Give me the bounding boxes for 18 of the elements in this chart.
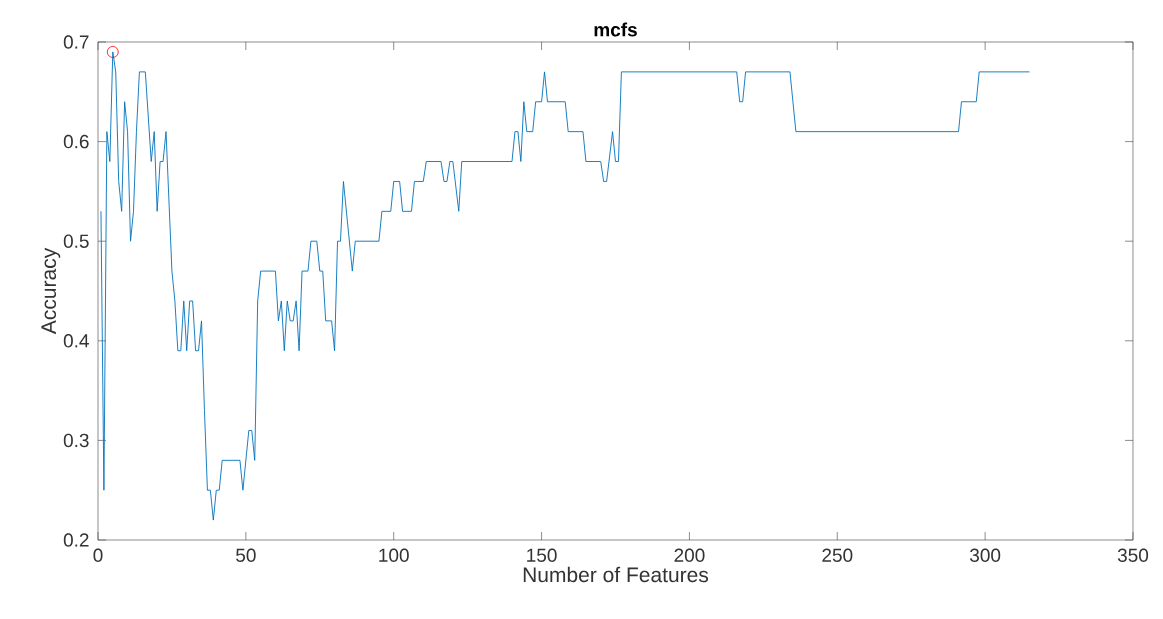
y-tick-label: 0.6 (63, 134, 89, 149)
x-tick-label: 0 (93, 548, 103, 562)
y-tick-label: 0.7 (63, 35, 89, 49)
x-tick-label: 250 (822, 548, 853, 562)
y-tick-label: 0.5 (63, 234, 89, 248)
x-tick-label: 150 (527, 548, 557, 562)
y-tick-label: 0.2 (63, 533, 89, 547)
chart-title: mcfs (594, 22, 637, 37)
x-tick-label: 200 (674, 548, 705, 562)
x-tick-label: 350 (1117, 548, 1149, 562)
x-tick-label: 300 (970, 548, 1001, 562)
y-tick-label: 0.3 (63, 433, 89, 448)
x-tick-label: 50 (236, 548, 256, 562)
x-tick-label: 100 (379, 548, 409, 562)
y-axis-title: Accuracy (41, 247, 61, 335)
y-tick-label: 0.4 (63, 334, 89, 348)
line-series (100, 51, 1030, 521)
x-axis-title: Number of Features (523, 566, 709, 583)
